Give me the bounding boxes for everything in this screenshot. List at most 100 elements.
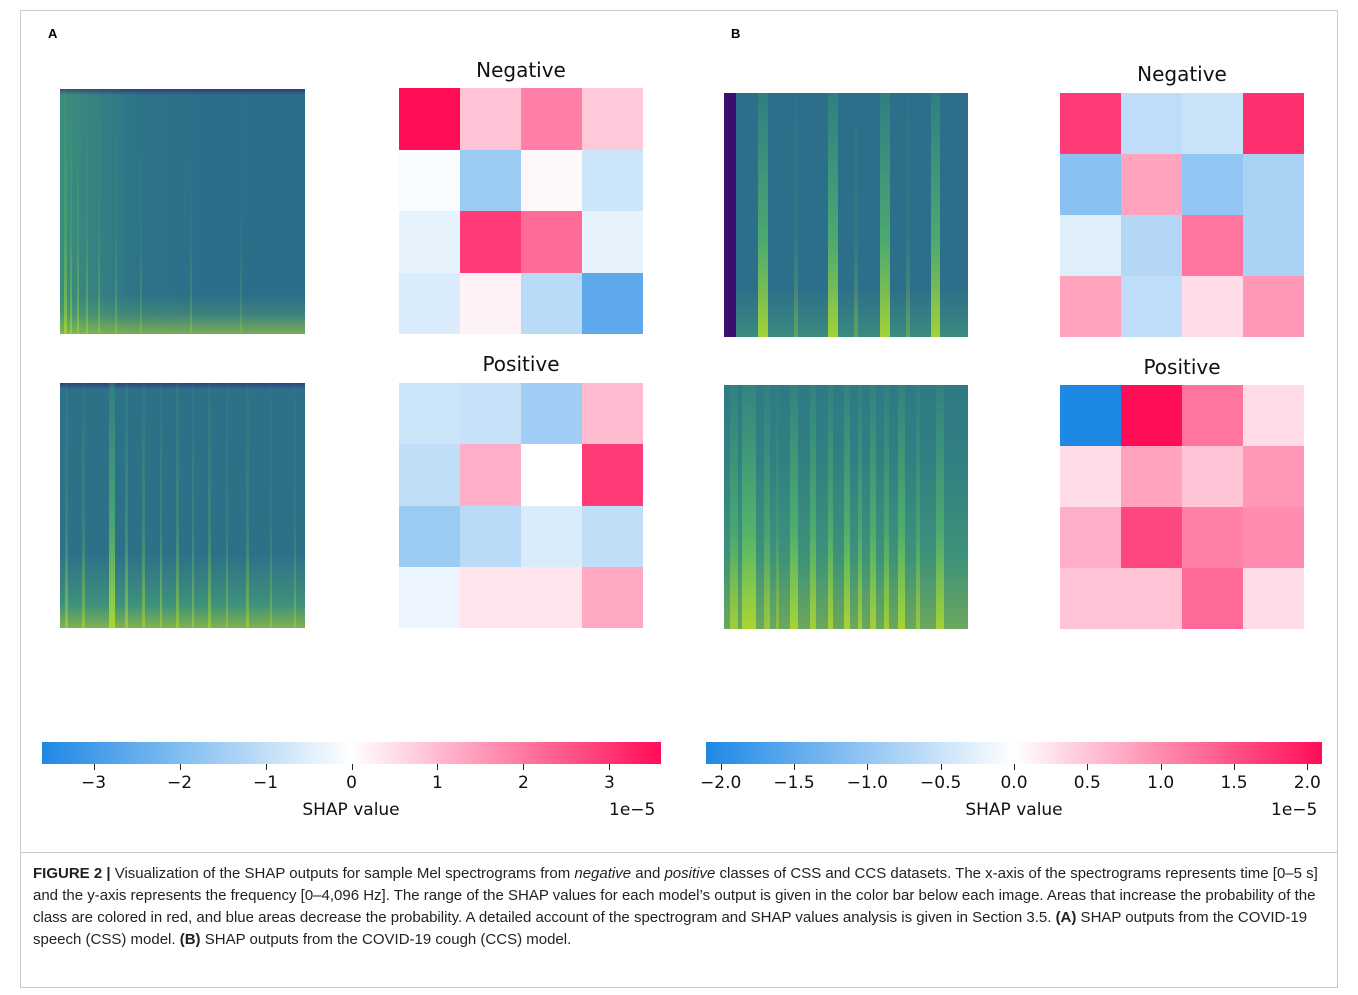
spectrogram-streak — [931, 93, 940, 337]
heatmap-b-positive-cell-r2-c2 — [1121, 446, 1182, 507]
heatmap-b-positive-cell-r2-c4 — [1243, 446, 1304, 507]
heatmap-b-positive-cell-r2-c1 — [1060, 446, 1121, 507]
colorbar-b-tick-mark — [794, 764, 795, 770]
heatmap-b-negative-cell-r3-c2 — [1121, 215, 1182, 276]
caption-a-text: SHAP outputs from the COVID-19 speech (C… — [33, 909, 1308, 948]
heatmap-a-negative-cell-r2-c1 — [399, 149, 460, 211]
heatmap-b-negative-cell-r1-c3 — [1182, 93, 1243, 154]
colorbar-a-tick-mark — [351, 764, 353, 770]
spectrogram-streak — [160, 383, 162, 628]
heatmap-b-negative-cell-r3-c4 — [1243, 215, 1304, 276]
colorbar-b-label: SHAP value — [965, 800, 1063, 820]
colorbar-a-tick-label: −2 — [167, 773, 193, 793]
heatmap-b-positive-cell-r1-c3 — [1182, 385, 1243, 446]
heatmap-b-positive-cell-r3-c4 — [1243, 507, 1304, 568]
heatmap-b-negative-cell-r2-c2 — [1121, 154, 1182, 215]
heatmap-b-positive-cell-r1-c2 — [1121, 385, 1182, 446]
heatmap-b-negative-cell-r1-c2 — [1121, 93, 1182, 154]
spectrogram-streak — [125, 383, 128, 628]
heatmap-b-negative-cell-r1-c1 — [1060, 93, 1121, 154]
heatmap-a-positive-cell-r2-c2 — [460, 444, 521, 506]
colorbar-b-tick-mark — [1087, 764, 1089, 770]
colorbar-b-multiplier: 1e−5 — [1271, 800, 1318, 820]
heatmap-a-negative-cell-r4-c2 — [460, 272, 521, 334]
caption-text-1: Visualization of the SHAP outputs for sa… — [110, 865, 575, 882]
colorbar-a-tick-mark — [265, 764, 267, 770]
colorbar-a-tick-label: 1 — [432, 773, 443, 793]
colorbar-b-tick-label: −0.5 — [920, 773, 962, 793]
spectrogram-streak — [115, 89, 117, 334]
colorbar-a-tick-label: 0 — [346, 773, 357, 793]
heatmap-a-positive-cell-r3-c3 — [521, 505, 582, 567]
title-b-negative: Negative — [1137, 62, 1227, 86]
heatmap-b-positive-cell-r3-c1 — [1060, 507, 1121, 568]
heatmap-a-negative-cell-r2-c3 — [521, 149, 582, 211]
spectrogram-streak — [858, 385, 862, 629]
heatmap-b-negative-cell-r3-c3 — [1182, 215, 1243, 276]
spectrogram-streak — [246, 383, 249, 628]
heatmap-a-negative-cell-r4-c4 — [582, 272, 643, 334]
heatmap-b-negative-cell-r2-c1 — [1060, 154, 1121, 215]
colorbar-b-tick-mark — [1160, 764, 1162, 770]
heatmap-a-positive-cell-r3-c4 — [582, 505, 643, 567]
colorbar-b-tick-label: 0.0 — [1000, 773, 1028, 793]
colorbar-a-tick-mark — [437, 764, 439, 770]
spectrogram-streak — [70, 89, 72, 334]
heatmap-b-positive-cell-r4-c4 — [1243, 568, 1304, 629]
spectrogram-streak — [742, 385, 756, 629]
heatmap-a-positive-cell-r2-c3 — [521, 444, 582, 506]
colorbar-a-tick-mark — [523, 764, 525, 770]
spectrogram-streak — [758, 93, 768, 337]
spectrogram-streak — [294, 383, 296, 628]
spectrogram-b-positive — [724, 385, 968, 629]
spectrogram-streak — [730, 385, 738, 629]
heatmap-b-negative — [1060, 93, 1304, 337]
spectrogram-streak — [190, 89, 192, 334]
colorbar-b-tick-mark — [1014, 764, 1015, 770]
heatmap-a-negative-cell-r3-c1 — [399, 211, 460, 273]
heatmap-a-negative-cell-r2-c4 — [582, 149, 643, 211]
heatmap-a-positive-cell-r2-c4 — [582, 444, 643, 506]
heatmap-a-positive-cell-r3-c2 — [460, 505, 521, 567]
spectrogram-streak — [854, 93, 858, 337]
colorbar-b-tick-mark — [867, 764, 869, 770]
heatmap-a-negative-cell-r3-c2 — [460, 211, 521, 273]
heatmap-a-negative-cell-r1-c2 — [460, 88, 521, 150]
heatmap-a-positive-cell-r1-c4 — [582, 383, 643, 445]
spectrogram-streak — [828, 385, 833, 629]
spectrogram-streak — [844, 385, 850, 629]
caption-positive-word: positive — [664, 865, 716, 882]
heatmap-a-positive-cell-r1-c3 — [521, 383, 582, 445]
spectrogram-streak — [140, 89, 142, 334]
heatmap-b-negative-cell-r1-c4 — [1243, 93, 1304, 154]
heatmap-a-positive-cell-r3-c1 — [399, 505, 460, 567]
spectrogram-streak — [192, 383, 194, 628]
heatmap-a-positive — [399, 383, 643, 628]
figure-caption: FIGURE 2 | Visualization of the SHAP out… — [33, 863, 1323, 951]
colorbar-b-tick-label: −1.0 — [846, 773, 888, 793]
colorbar-a-tick-label: 3 — [603, 773, 615, 793]
colorbar-b-tick-label: 0.5 — [1073, 773, 1101, 793]
spectrogram-streak — [794, 93, 798, 337]
spectrogram-a-positive — [60, 383, 305, 628]
panel-b-letter: B — [731, 26, 741, 41]
caption-b-text: SHAP outputs from the COVID-19 cough (CC… — [200, 931, 572, 948]
spectrogram-streak — [870, 385, 876, 629]
spectrogram-streak — [776, 385, 779, 629]
caption-text-3: classes of CSS and CCS datasets. The x-a… — [33, 865, 1318, 926]
heatmap-a-negative-cell-r2-c2 — [460, 149, 521, 211]
spectrogram-streak — [142, 383, 145, 628]
heatmap-b-positive-cell-r1-c1 — [1060, 385, 1121, 446]
heatmap-b-negative-cell-r4-c2 — [1121, 276, 1182, 337]
colorbar-a-tick-label: −1 — [252, 773, 279, 793]
spectrogram-streak — [77, 89, 79, 334]
heatmap-a-positive-cell-r4-c3 — [521, 566, 582, 628]
heatmap-b-negative-cell-r4-c4 — [1243, 276, 1304, 337]
spectrogram-streak — [898, 385, 905, 629]
spectrogram-streak — [916, 385, 920, 629]
spectrogram-b-negative — [724, 93, 968, 337]
colorbar-a-tick-mark — [179, 764, 181, 770]
heatmap-a-positive-cell-r4-c1 — [399, 566, 460, 628]
heatmap-a-negative-cell-r4-c1 — [399, 272, 460, 334]
spectrogram-streak — [176, 383, 179, 628]
